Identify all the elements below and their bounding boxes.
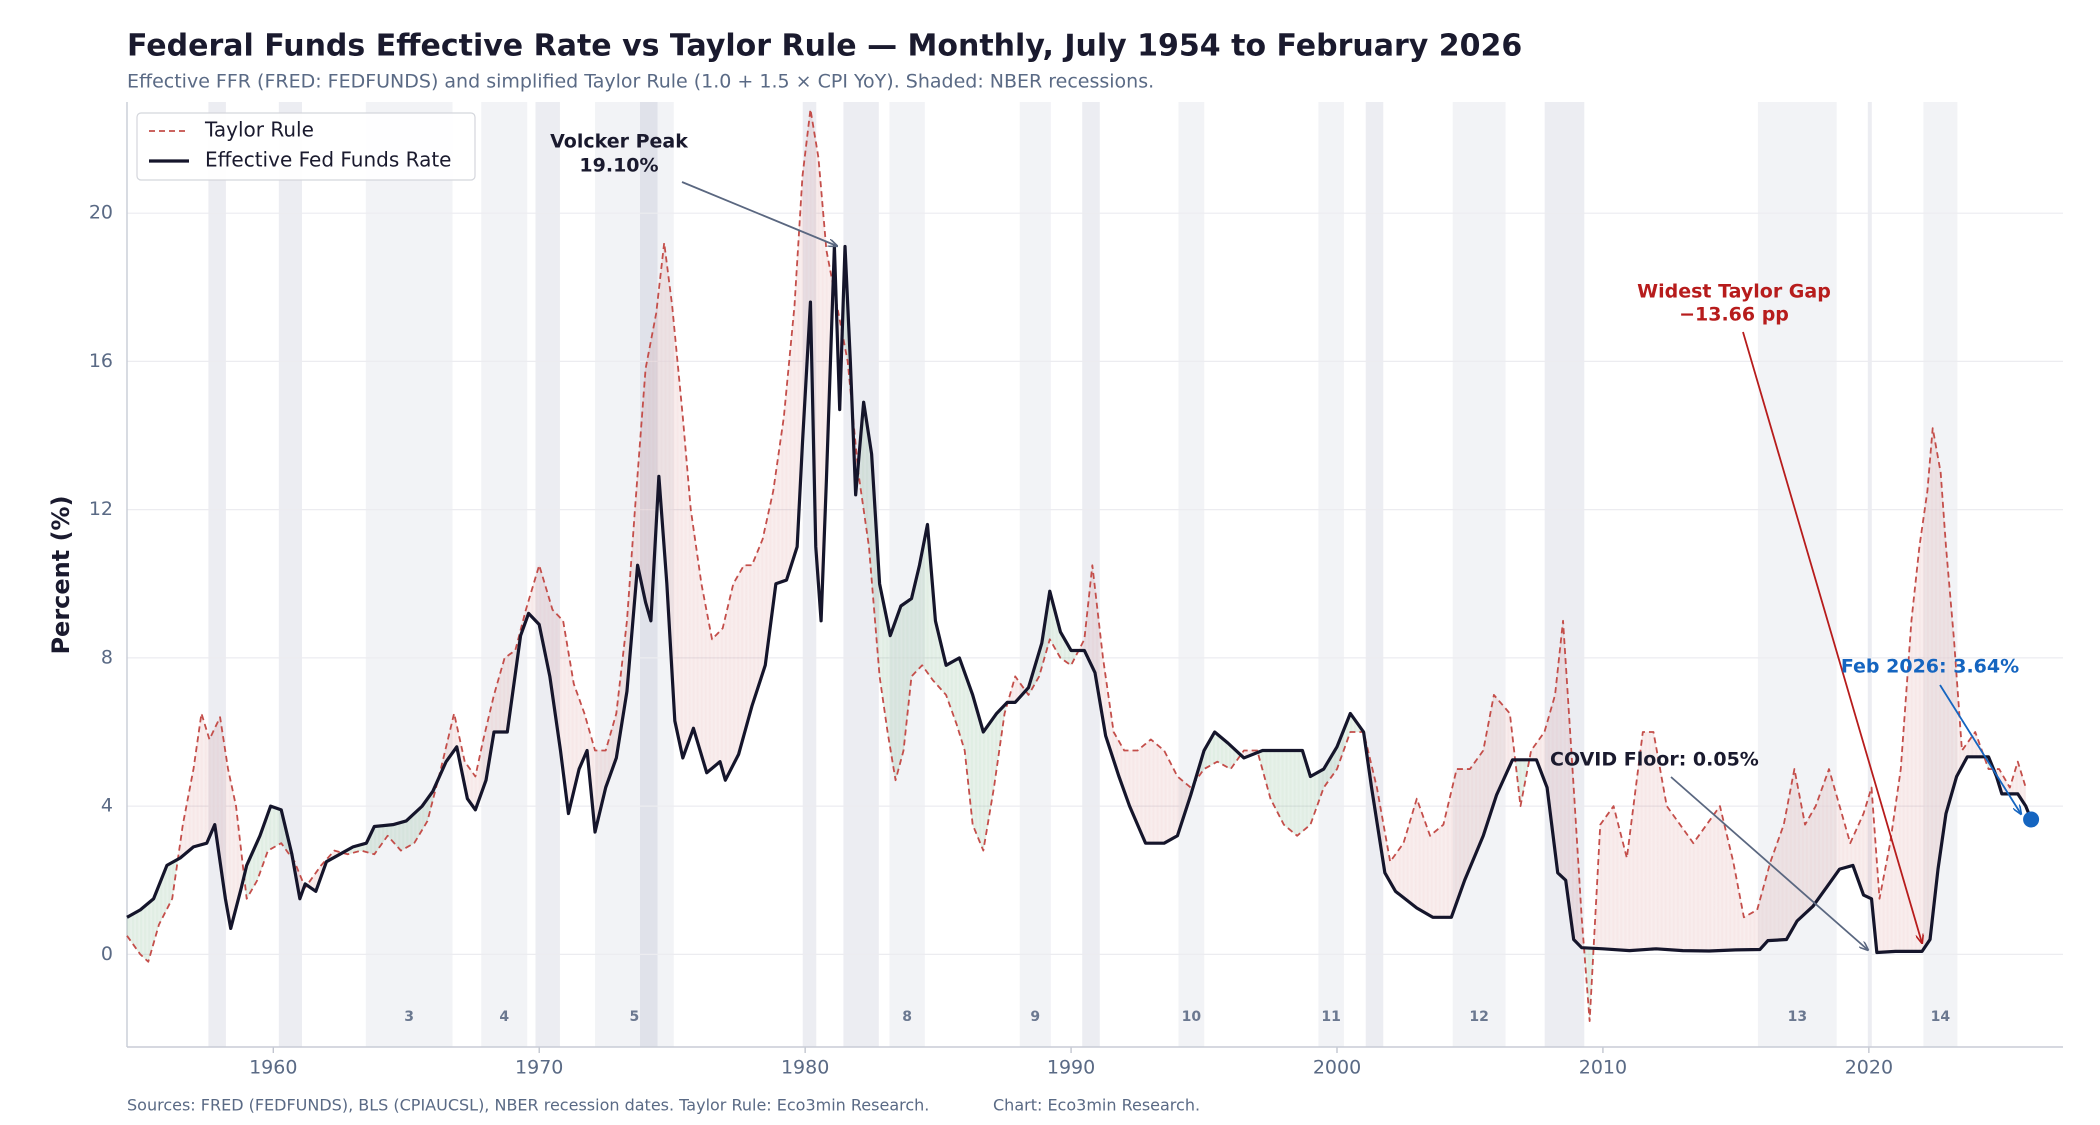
- annotation-arrow: [1939, 684, 2021, 814]
- period-label: 9: [1030, 1009, 1040, 1025]
- series-line: [126, 244, 2033, 955]
- period-band: [481, 102, 528, 1047]
- y-tick-label: 8: [101, 646, 113, 668]
- period-label: 13: [1788, 1009, 1807, 1025]
- shading-layer: 3 4 5 8 9 10 11 12 13 14: [208, 102, 1958, 1047]
- y-tick-label: 12: [89, 498, 113, 520]
- chart-subtitle: Effective FFR (FRED: FEDFUNDS) and simpl…: [127, 71, 1154, 93]
- period-label: 11: [1321, 1009, 1340, 1025]
- x-tick-label: 2000: [1313, 1057, 1361, 1079]
- y-axis-label: Percent (%): [47, 495, 75, 654]
- series-line: [126, 108, 2027, 1022]
- annotation-arrow: [1670, 776, 1868, 950]
- period-band: [1452, 102, 1506, 1047]
- recession-band: [535, 102, 560, 1047]
- period-band: [1019, 102, 1051, 1047]
- y-tick-label: 16: [89, 350, 113, 372]
- annotation-text: −13.66 pp: [1679, 304, 1789, 326]
- annotation-text: Feb 2026: 3.64%: [1841, 656, 2019, 678]
- x-tick-label: 1980: [781, 1057, 829, 1079]
- source-note: Sources: FRED (FEDFUNDS), BLS (CPIAUCSL)…: [127, 1096, 929, 1115]
- period-label: 3: [404, 1009, 414, 1025]
- x-tick-label: 1970: [515, 1057, 563, 1079]
- period-band: [365, 102, 453, 1047]
- x-tick-label: 1960: [249, 1057, 297, 1079]
- annotation-text: Widest Taylor Gap: [1637, 281, 1831, 303]
- annotation-text: Volcker Peak: [550, 131, 688, 153]
- recession-band: [639, 102, 658, 1047]
- annotation-arrow: [681, 181, 837, 246]
- annotation-text: 19.10%: [579, 155, 658, 177]
- x-tick-label: 2010: [1579, 1057, 1627, 1079]
- grid-layer: 0 4 8 12 16 20 1960 1970 1980 1990 2000 2010 2020: [89, 102, 2063, 1079]
- endpoint-marker: [2023, 811, 2040, 828]
- recession-band: [1365, 102, 1384, 1047]
- period-label: 12: [1469, 1009, 1488, 1025]
- recession-band: [278, 102, 302, 1047]
- y-tick-label: 4: [101, 795, 113, 817]
- recession-band: [1544, 102, 1585, 1047]
- period-label: 14: [1931, 1009, 1951, 1025]
- x-tick-label: 2020: [1845, 1057, 1893, 1079]
- chart-title: Federal Funds Effective Rate vs Taylor R…: [127, 29, 1522, 64]
- period-label: 10: [1182, 1009, 1202, 1025]
- period-band: [1178, 102, 1205, 1047]
- recession-band: [1867, 102, 1872, 1047]
- legend-label: Taylor Rule: [204, 118, 314, 142]
- legend-box: [136, 112, 476, 181]
- period-label: 8: [902, 1009, 912, 1025]
- lines-layer: [126, 108, 2033, 1022]
- period-band: [1318, 102, 1344, 1047]
- period-label: 4: [499, 1009, 509, 1025]
- annotation-arrow: [1742, 331, 1922, 943]
- recession-band: [843, 102, 879, 1047]
- annotation-text: COVID Floor: 0.05%: [1550, 749, 1759, 771]
- x-tick-label: 1990: [1047, 1057, 1095, 1079]
- y-tick-label: 20: [89, 202, 113, 224]
- period-label: 5: [630, 1009, 640, 1025]
- recession-band: [802, 102, 817, 1047]
- y-tick-label: 0: [101, 943, 113, 965]
- period-band: [595, 102, 674, 1047]
- period-band: [1923, 102, 1958, 1047]
- legend-label: Effective Fed Funds Rate: [205, 148, 451, 172]
- recession-band: [208, 102, 226, 1047]
- credit-note: Chart: Eco3min Research.: [993, 1096, 1200, 1115]
